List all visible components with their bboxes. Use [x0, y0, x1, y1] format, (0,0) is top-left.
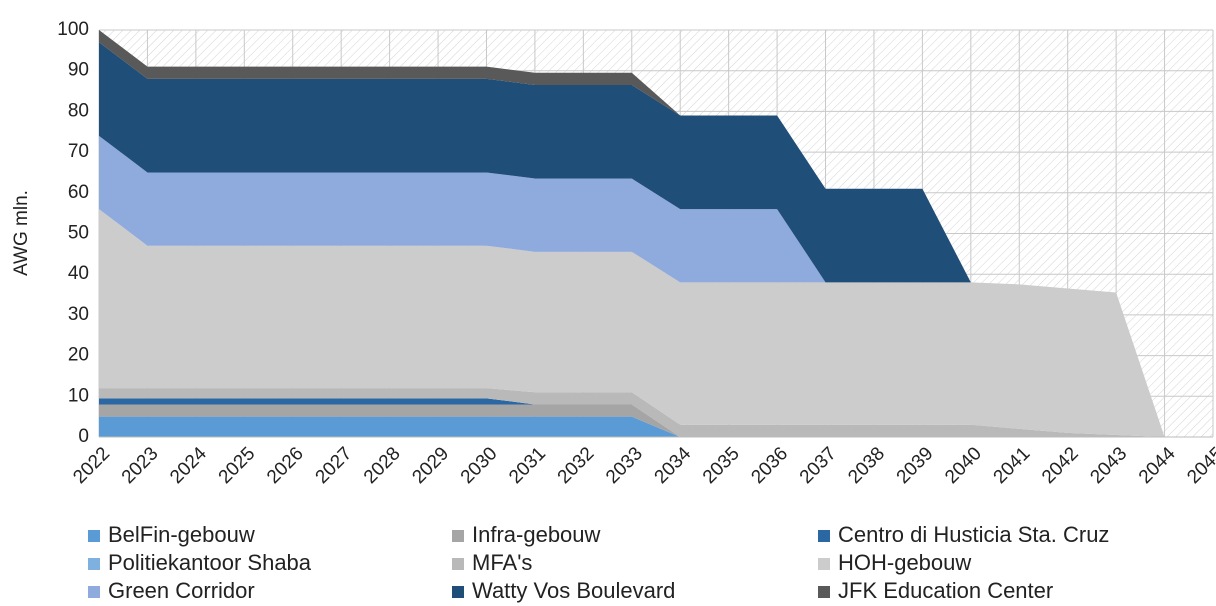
legend-swatch — [452, 586, 464, 598]
y-tick-label: 90 — [68, 60, 89, 81]
x-tick-label: 2030 — [457, 443, 502, 488]
legend-label: BelFin-gebouw — [108, 522, 255, 547]
y-tick-label: 70 — [68, 141, 89, 162]
x-tick-label: 2035 — [699, 443, 744, 488]
legend-swatch — [818, 558, 830, 570]
x-tick-label: 2027 — [312, 443, 357, 488]
legend-swatch — [452, 530, 464, 542]
legend-label: HOH-gebouw — [838, 550, 971, 575]
x-tick-label: 2034 — [651, 443, 696, 488]
area — [99, 398, 1213, 437]
x-tick-label: 2045 — [1183, 443, 1216, 488]
x-tick-label: 2038 — [844, 443, 889, 488]
x-tick-label: 2036 — [747, 443, 792, 488]
x-tick-label: 2039 — [893, 443, 938, 488]
legend-swatch — [88, 558, 100, 570]
y-tick-label: 100 — [57, 19, 89, 40]
x-tick-label: 2043 — [1086, 443, 1131, 488]
x-tick-label: 2031 — [505, 443, 550, 488]
x-tick-label: 2040 — [941, 443, 986, 488]
y-tick-label: 60 — [68, 182, 89, 203]
x-tick-label: 2028 — [360, 443, 405, 488]
legend-label: JFK Education Center — [838, 578, 1053, 603]
x-tick-label: 2029 — [408, 443, 453, 488]
x-tick-label: 2023 — [118, 443, 163, 488]
y-tick-label: 20 — [68, 345, 89, 366]
x-tick-label: 2037 — [796, 443, 841, 488]
x-tick-label: 2022 — [69, 443, 114, 488]
x-tick-label: 2033 — [602, 443, 647, 488]
y-tick-label: 30 — [68, 304, 89, 325]
legend-label: Centro di Husticia Sta. Cruz — [838, 522, 1109, 547]
legend-swatch — [88, 586, 100, 598]
area — [99, 209, 1213, 437]
x-tick-label: 2026 — [263, 443, 308, 488]
y-tick-label: 10 — [68, 385, 89, 406]
legend-swatch — [88, 530, 100, 542]
y-tick-label: 50 — [68, 223, 89, 244]
legend-swatch — [818, 530, 830, 542]
legend-label: Politiekantoor Shaba — [108, 550, 312, 575]
y-tick-label: 40 — [68, 263, 89, 284]
y-tick-label: 80 — [68, 100, 89, 121]
area — [99, 30, 1213, 437]
area — [99, 416, 1213, 437]
x-tick-label: 2024 — [166, 443, 211, 488]
legend-label: Green Corridor — [108, 578, 255, 603]
y-tick-label: 0 — [78, 426, 89, 447]
x-tick-label: 2025 — [215, 443, 260, 488]
legend-swatch — [818, 586, 830, 598]
legend-swatch — [452, 558, 464, 570]
area — [99, 135, 1213, 437]
legend-label: Infra-gebouw — [472, 522, 601, 547]
x-tick-label: 2041 — [990, 443, 1035, 488]
x-tick-label: 2032 — [554, 443, 599, 488]
x-tick-label: 2044 — [1135, 443, 1180, 488]
area — [99, 42, 1213, 438]
x-tick-label: 2042 — [1038, 443, 1083, 488]
y-axis-label: AWG mln. — [11, 190, 32, 276]
legend-label: MFA's — [472, 550, 532, 575]
legend-label: Watty Vos Boulevard — [472, 578, 675, 603]
